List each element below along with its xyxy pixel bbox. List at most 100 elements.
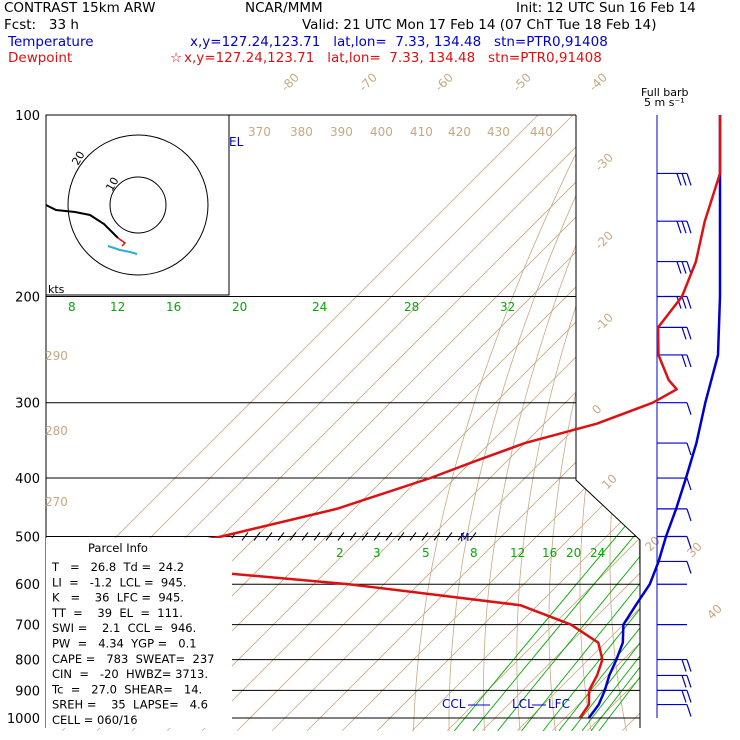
hatch-mark <box>337 532 345 541</box>
parcel-info-row: PW = 4.34 YGP = 0.1 <box>52 637 197 651</box>
isotherm-tick-label: 10 <box>599 471 620 492</box>
theta-label: 380 <box>290 125 313 139</box>
wind-barb <box>657 658 692 672</box>
isotherm-line <box>376 115 640 732</box>
isotherm-tick-label: 30 <box>684 539 705 560</box>
parcel-info-row: TT = 39 EL = 111. <box>51 606 183 620</box>
parcel-info-row: K = 36 LFC = 945. <box>52 591 184 605</box>
mixing-ratio-line <box>581 296 640 732</box>
isotherm-line <box>166 115 640 732</box>
pressure-tick-label: 200 <box>15 291 40 306</box>
parcel-info-box: Parcel Info T = 26.8 Td = 24.2LI = -1.2 … <box>46 538 232 728</box>
wind-barb <box>657 172 692 186</box>
mixing-ratio-label: 8 <box>470 546 478 560</box>
pressure-tick-label: 600 <box>15 578 40 593</box>
m-marker: M <box>460 531 470 544</box>
hodograph-trace-low <box>107 245 138 255</box>
temperature-legend: Temperature <box>8 34 94 50</box>
dry-adiabat-line <box>413 115 596 731</box>
hatch-mark <box>253 532 261 541</box>
wind-barb <box>657 689 692 703</box>
dry-adiabat-line <box>483 115 632 731</box>
hatch-mark <box>313 532 321 541</box>
theta-label: 440 <box>530 125 553 139</box>
diagram-border <box>575 115 641 728</box>
isotherm-line <box>446 115 640 732</box>
parcel-info-row: Tc = 27.0 SHEAR= 14. <box>51 682 202 696</box>
pressure-tick-label: 400 <box>15 472 40 487</box>
dry-adiabat-line <box>548 115 640 731</box>
hodograph-units: kts <box>48 283 65 296</box>
mixing-ratio-line <box>598 296 640 732</box>
dry-adiabat-line <box>448 115 614 731</box>
hatch-mark <box>457 532 465 541</box>
pressure-tick-label: 100 <box>15 109 40 124</box>
isotherm-tick-label: -40 <box>586 70 610 94</box>
hatch-mark <box>409 532 417 541</box>
mixing-ratio-label: 20 <box>566 546 581 560</box>
isotherm-line <box>516 115 640 732</box>
isotherm-line <box>551 115 640 732</box>
theta-label: 410 <box>410 125 433 139</box>
pressure-tick-label: 900 <box>15 684 40 699</box>
isotherm-line <box>692 115 740 731</box>
dewpoint-star-icon: ☆ <box>170 50 183 66</box>
wind-barb <box>657 674 692 688</box>
hodograph-ring-label-10: 10 <box>103 175 121 194</box>
isotherm-line <box>341 115 640 732</box>
isotherm-tick-label: -70 <box>356 70 380 94</box>
center-label: NCAR/MMM <box>245 0 323 16</box>
theta-label: 400 <box>370 125 393 139</box>
isotherm-line <box>481 115 640 732</box>
wind-barb <box>657 508 692 522</box>
parcel-info-row: SWI = 2.1 CCL = 946. <box>52 621 196 635</box>
hodograph-trace-mid <box>117 237 127 247</box>
mixing-ratio-label: 24 <box>590 546 605 560</box>
parcel-info-row: CIN = -20 HWBZ= 3713. <box>52 667 208 681</box>
mixing-ratio-line <box>571 296 640 732</box>
sounding-traces <box>90 115 722 719</box>
pressure-tick-label: 1000 <box>7 712 40 727</box>
hodograph: 10 20 kts <box>45 114 230 296</box>
mixing-ratio-label: 24 <box>312 300 327 314</box>
wind-barb-column <box>656 115 692 718</box>
barb-legend-line2: 5 m s⁻¹ <box>644 96 685 109</box>
isotherm-line <box>236 115 640 732</box>
dewpoint-trace <box>90 115 722 719</box>
mixing-ratio-label: 8 <box>68 300 76 314</box>
wind-barb <box>657 703 692 717</box>
mixing-ratio-line <box>590 296 640 732</box>
isotherm-line <box>201 115 640 732</box>
wind-barb <box>657 477 692 491</box>
wind-barb <box>657 402 692 415</box>
mixing-ratio-line <box>558 296 640 732</box>
parcel-info-row: CELL = 060/16 <box>52 713 138 727</box>
hodograph-trace-upper <box>45 204 119 239</box>
mixing-ratio-line <box>497 296 640 732</box>
wind-barb <box>657 220 692 234</box>
mixing-ratio-label: 2 <box>336 546 344 560</box>
isotherm-tick-label: -20 <box>592 228 616 252</box>
isotherm-tick-label: 40 <box>704 601 725 622</box>
parcel-info-title: Parcel Info <box>88 541 148 555</box>
mixing-ratio-label: 12 <box>110 300 125 314</box>
wind-barb <box>657 560 692 574</box>
hatch-mark <box>445 532 453 541</box>
parcel-info-row: T = 26.8 Td = 24.2 <box>51 560 184 574</box>
dry-adiabat-lines <box>413 115 740 731</box>
lcl-marker: LCL <box>512 697 534 711</box>
hatch-mark <box>325 532 333 541</box>
dry-adiabat-line <box>667 115 740 731</box>
isotherm-line <box>131 115 640 732</box>
theta-label: 280 <box>45 424 68 438</box>
wind-barb <box>657 535 692 549</box>
pressure-tick-label: 700 <box>15 619 40 634</box>
hodograph-ring-label-20: 20 <box>69 149 87 168</box>
pressure-tick-label: 800 <box>15 654 40 669</box>
barb-legend-line1: Full barb <box>641 86 689 99</box>
isotherm-tick-label: -50 <box>510 70 534 94</box>
isotherm-line <box>411 115 640 732</box>
isotherm-tick-label: -10 <box>592 310 616 334</box>
theta-label: 290 <box>45 349 68 363</box>
hatch-mark <box>349 532 357 541</box>
